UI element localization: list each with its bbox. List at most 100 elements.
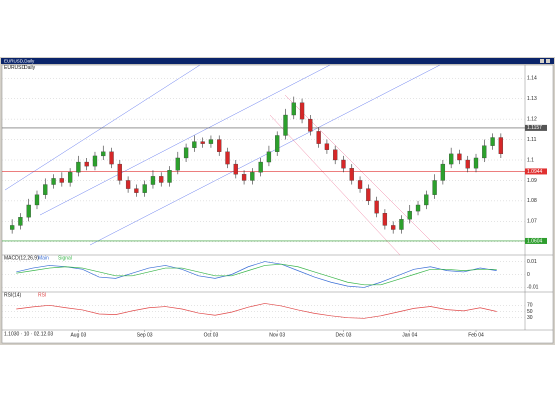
y-tick-label: 1.07: [527, 219, 537, 225]
x-tick-label: Jan 04: [402, 332, 417, 338]
candle-body: [142, 184, 147, 193]
channel-line: [39, 64, 331, 216]
candle-body: [399, 219, 404, 230]
candle-body: [217, 139, 222, 152]
y-tick-label: 1.1: [527, 157, 534, 163]
candle-body: [175, 157, 180, 171]
candle-body: [498, 137, 504, 155]
x-tick-label: Sep 03: [137, 332, 153, 338]
y-tick-label: 0.01: [527, 259, 537, 265]
level-label: 1.0944: [527, 169, 543, 175]
candle-body: [432, 180, 437, 195]
y-tick-label: 1.13: [527, 96, 537, 102]
y-tick-label: 1.11: [527, 137, 537, 143]
candle-body: [51, 178, 56, 185]
x-tick-label: Nov 03: [269, 332, 285, 338]
candle-body: [333, 149, 338, 161]
candle-body: [150, 176, 156, 185]
legend-label: Signal: [58, 255, 72, 261]
candle-body: [67, 172, 73, 183]
y-tick-label: 70: [527, 303, 533, 309]
level-label: 1.0604: [527, 238, 543, 244]
candle-body: [465, 159, 470, 169]
candle-body: [18, 217, 23, 226]
level-box: [525, 168, 547, 175]
candle-body: [473, 157, 479, 169]
candle-body: [457, 153, 462, 161]
candle-body: [167, 170, 172, 183]
y-tick-label: 1.09: [527, 178, 537, 184]
y-tick-label: 50: [527, 309, 533, 315]
candle-body: [225, 151, 230, 165]
candle-body: [117, 163, 122, 181]
y-tick-label: 30: [527, 315, 533, 321]
candle-body: [357, 180, 363, 189]
candle-body: [382, 213, 388, 226]
y-tick-label: 1.12: [527, 116, 537, 122]
panel-title: RSI(14): [4, 292, 22, 298]
candle-body: [159, 176, 164, 183]
candle-body: [200, 141, 205, 144]
candle-body: [266, 151, 272, 163]
y-tick-label: 1.14: [527, 76, 537, 82]
panel-title: MACD(12,26,9): [4, 255, 39, 261]
level-label: 1.1157: [527, 125, 542, 131]
chart-area: [1, 64, 554, 344]
candle-body: [407, 210, 412, 220]
level-box: [525, 237, 547, 244]
candle-body: [9, 225, 15, 230]
candle-body: [76, 161, 81, 173]
candle-body: [192, 141, 197, 148]
candle-body: [374, 200, 379, 214]
candle-body: [101, 151, 106, 157]
y-tick-label: -0.01: [527, 285, 539, 291]
trend-channel: [4, 64, 441, 246]
candle-body: [125, 180, 131, 189]
period-label: Daily: [24, 65, 36, 71]
candle-body: [183, 147, 189, 159]
y-tick-label: 0: [527, 272, 530, 278]
series-line: [16, 261, 497, 288]
x-tick-label: Feb 04: [468, 332, 484, 338]
candle-body: [233, 163, 238, 175]
candle-body: [391, 225, 396, 230]
candle-body: [92, 155, 98, 167]
candle-body: [26, 204, 31, 218]
legend-label: Main: [38, 255, 49, 261]
candle-body: [324, 143, 330, 150]
candle-body: [415, 204, 421, 212]
candle-body: [299, 102, 305, 120]
candle-body: [109, 151, 114, 165]
candle-body: [283, 114, 288, 136]
x-tick-label: Oct 03: [204, 332, 219, 338]
candle-body: [250, 172, 255, 181]
candle-body: [208, 139, 214, 144]
channel-line: [4, 64, 201, 191]
candle-body: [59, 178, 64, 183]
candle-body: [43, 184, 48, 195]
candle-body: [316, 131, 321, 144]
minimize-button[interactable]: [540, 59, 544, 63]
candle-body: [490, 137, 495, 146]
candle-body: [34, 194, 40, 206]
series-line: [16, 263, 497, 286]
candle-body: [308, 118, 313, 132]
candle-body: [366, 188, 371, 202]
close-button[interactable]: [546, 59, 550, 63]
candle-body: [424, 194, 429, 206]
candle-body: [349, 168, 354, 181]
candle-body: [275, 135, 280, 152]
x-tick-label: Aug 03: [70, 332, 86, 338]
x-tick-label: Dec 03: [336, 332, 352, 338]
series-line: [16, 303, 497, 319]
candle-body: [440, 163, 446, 181]
candle-body: [84, 161, 89, 167]
candle-body: [258, 161, 263, 173]
level-box: [525, 124, 547, 131]
candle-body: [449, 153, 454, 165]
channel-line: [269, 114, 401, 256]
candle-body: [482, 145, 487, 159]
y-tick-label: 1.08: [527, 198, 537, 204]
